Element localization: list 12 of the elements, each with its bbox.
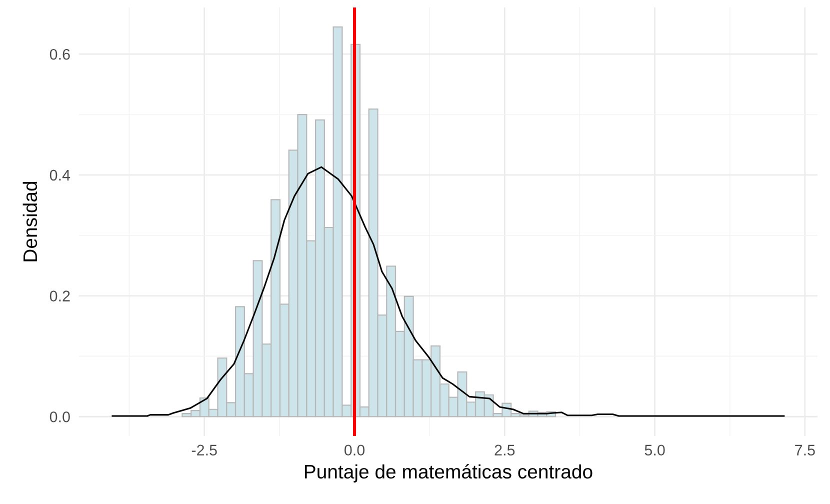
y-tick-label: 0.0: [50, 411, 70, 422]
y-axis-title: Densidad: [22, 182, 38, 262]
y-tick-label: 0.2: [50, 290, 70, 302]
y-tick-label: 0.4: [50, 170, 70, 181]
y-tick-label: 0.6: [50, 48, 70, 60]
x-tick-label: -2.5: [192, 444, 217, 456]
x-tick-label: 2.5: [494, 444, 515, 456]
x-tick-label: 7.5: [795, 444, 815, 456]
line-series: [112, 166, 785, 417]
x-tick-label: 5.0: [644, 444, 665, 456]
x-tick-label: 0.0: [344, 444, 365, 456]
x-axis-title: Puntaje de matemáticas centrado: [304, 464, 592, 482]
